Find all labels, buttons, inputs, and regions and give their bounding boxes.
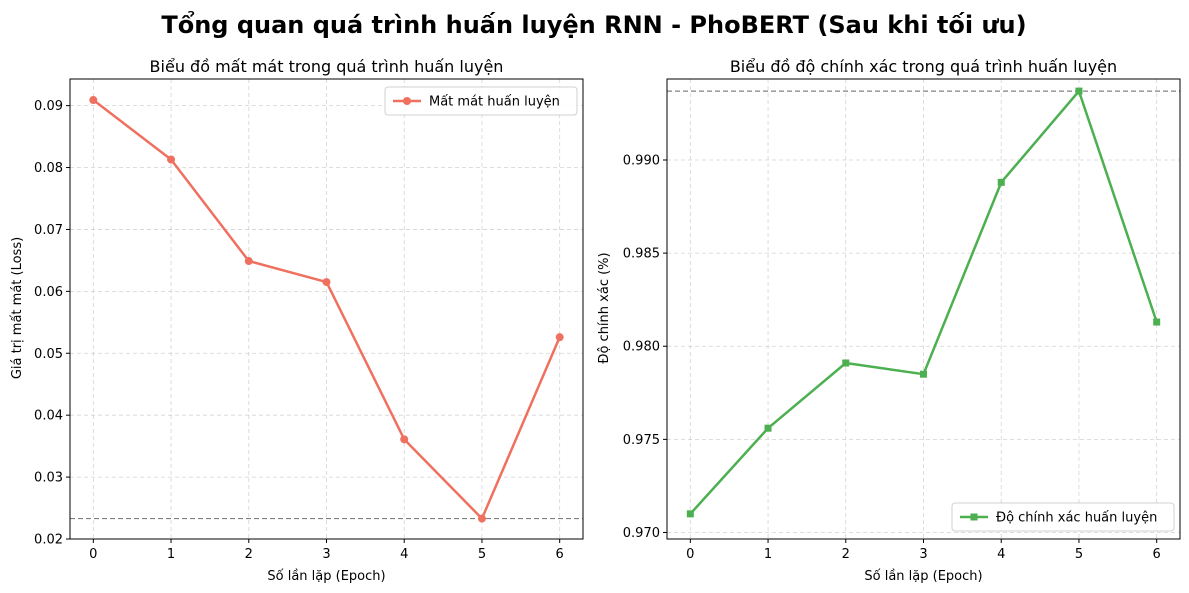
accuracy-data-point xyxy=(1075,87,1083,95)
accuracy-chart-title: Biểu đồ độ chính xác trong quá trình huấ… xyxy=(730,57,1117,76)
accuracy-data-point xyxy=(997,178,1005,186)
accuracy-xtick-label: 4 xyxy=(997,547,1005,562)
accuracy-legend xyxy=(951,502,1175,532)
loss-data-point xyxy=(89,96,98,105)
loss-xtick-label: 0 xyxy=(89,547,97,562)
accuracy-xtick-label: 3 xyxy=(919,547,927,562)
accuracy-xtick-label: 6 xyxy=(1153,547,1161,562)
accuracy-legend-marker xyxy=(970,513,978,521)
loss-xtick-label: 1 xyxy=(167,547,175,562)
loss-data-point xyxy=(400,435,409,444)
loss-ytick-label: 0.03 xyxy=(34,471,63,486)
loss-xtick-label: 4 xyxy=(400,547,408,562)
accuracy-xtick-label: 5 xyxy=(1075,547,1083,562)
accuracy-data-point xyxy=(842,359,850,367)
accuracy-data-point xyxy=(920,370,927,378)
loss-ytick-label: 0.04 xyxy=(34,409,63,424)
figure-title: Tổng quan quá trình huấn luyện RNN - Pho… xyxy=(161,9,1026,39)
accuracy-chart: Biểu đồ độ chính xác trong quá trình huấ… xyxy=(597,57,1181,584)
accuracy-data-point xyxy=(1153,318,1161,326)
loss-data-point xyxy=(322,278,331,287)
loss-data-point xyxy=(244,257,253,266)
loss-xtick-label: 3 xyxy=(322,547,330,562)
loss-ytick-label: 0.07 xyxy=(34,223,63,238)
loss-data-point xyxy=(555,333,564,342)
loss-ytick-label: 0.09 xyxy=(34,99,63,114)
accuracy-plot-frame xyxy=(666,78,1181,540)
loss-legend xyxy=(384,86,578,116)
accuracy-xtick-label: 2 xyxy=(842,547,850,562)
loss-xtick-label: 5 xyxy=(478,547,486,562)
loss-legend-label: Mất mát huấn luyện xyxy=(429,95,560,110)
accuracy-legend-label: Độ chính xác huấn luyện xyxy=(996,511,1157,526)
accuracy-chart-xlabel: Số lần lặp (Epoch) xyxy=(864,569,982,584)
loss-xtick-label: 2 xyxy=(245,547,253,562)
loss-chart-xlabel: Số lần lặp (Epoch) xyxy=(267,569,385,584)
loss-ytick-label: 0.08 xyxy=(34,161,63,176)
loss-chart-title: Biểu đồ mất mát trong quá trình huấn luy… xyxy=(150,57,504,76)
loss-ytick-label: 0.06 xyxy=(34,285,63,300)
accuracy-xtick-label: 1 xyxy=(764,547,772,562)
accuracy-ytick-label: 0.980 xyxy=(623,340,660,355)
loss-chart: Biểu đồ mất mát trong quá trình huấn luy… xyxy=(10,57,584,584)
accuracy-xtick-label: 0 xyxy=(686,547,694,562)
loss-legend-marker xyxy=(403,97,411,105)
loss-data-point xyxy=(477,514,486,523)
loss-chart-ylabel: Giá trị mất mát (Loss) xyxy=(10,237,25,379)
loss-data-point xyxy=(167,155,176,164)
loss-ytick-label: 0.02 xyxy=(34,533,63,548)
loss-xtick-label: 6 xyxy=(556,547,564,562)
accuracy-ytick-label: 0.975 xyxy=(623,433,660,448)
accuracy-ytick-label: 0.990 xyxy=(623,154,660,169)
loss-series-line xyxy=(92,99,561,520)
accuracy-ytick-label: 0.970 xyxy=(623,526,660,541)
loss-plot-frame xyxy=(69,78,584,540)
accuracy-chart-ylabel: Độ chính xác (%) xyxy=(597,252,612,363)
accuracy-data-point xyxy=(686,510,694,518)
accuracy-ytick-label: 0.985 xyxy=(623,247,660,262)
accuracy-data-point xyxy=(764,424,772,432)
loss-ytick-label: 0.05 xyxy=(34,347,63,362)
